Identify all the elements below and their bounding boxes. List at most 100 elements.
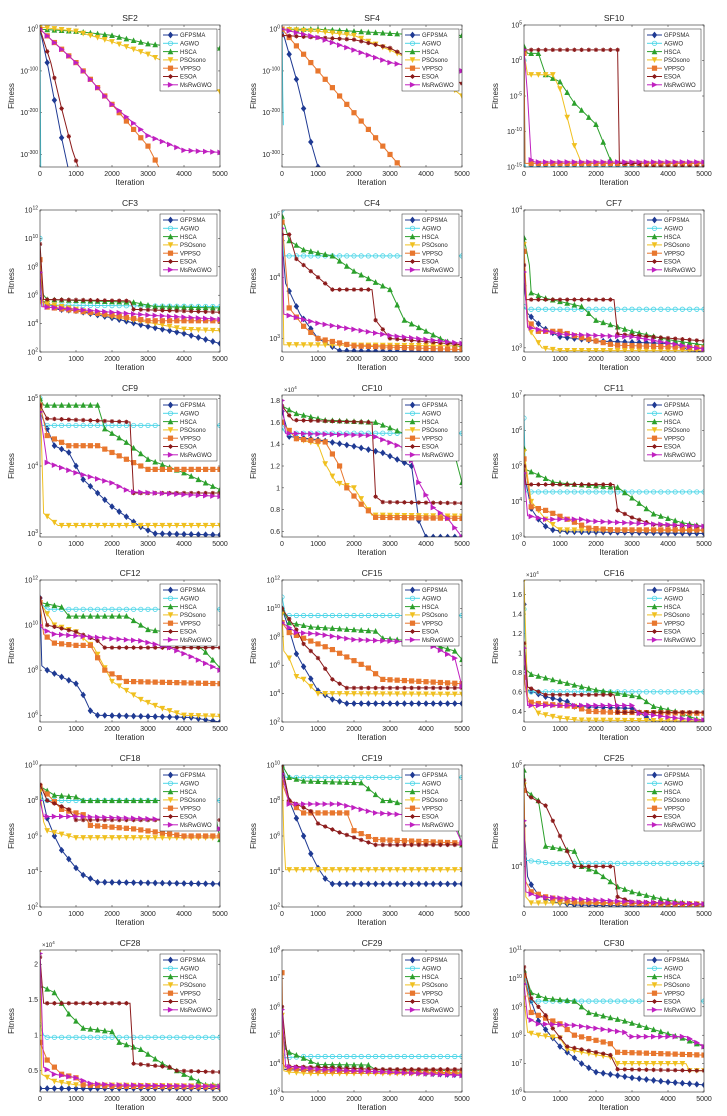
legend-label: HSCA [180, 605, 197, 611]
data-point-vppso [102, 667, 108, 673]
data-point-hsca [636, 693, 643, 700]
legend-label: PSOsono [664, 58, 690, 64]
data-point-msrwgwo [394, 638, 401, 645]
data-point-msrwgwo [524, 48, 528, 52]
data-point-esoa [687, 337, 692, 343]
legend-marker [167, 982, 174, 988]
data-point-psosono [58, 26, 65, 33]
data-point-esoa [351, 287, 357, 292]
data-point-psosono [614, 717, 621, 722]
data-point-agwo [600, 998, 606, 1004]
data-point-msrwgwo [687, 159, 693, 165]
data-point-gfpsma [66, 676, 72, 684]
data-point-esoa [315, 821, 321, 826]
data-point-gfpsma [73, 680, 79, 688]
data-point-agwo [102, 606, 108, 612]
data-point-gfpsma [401, 700, 408, 707]
data-point-esoa [337, 830, 342, 835]
legend-label: AGWO [422, 42, 441, 48]
data-point-vppso [600, 340, 606, 346]
data-point-gfpsma [564, 334, 570, 341]
legend-label: GFPSMA [664, 773, 689, 779]
data-point-esoa [117, 419, 122, 424]
data-point-msrwgwo [322, 431, 329, 438]
data-point-gfpsma [550, 526, 556, 534]
data-point-msrwgwo [51, 304, 58, 311]
data-point-vppso [40, 1039, 43, 1045]
data-point-agwo [300, 253, 307, 259]
data-point-msrwgwo [59, 813, 65, 820]
x-axis-label: Iteration [116, 178, 145, 187]
data-point-agwo [286, 1054, 292, 1061]
data-point-esoa [431, 500, 436, 505]
data-point-esoa [579, 47, 584, 53]
data-point-psosono [528, 900, 535, 907]
data-point-msrwgwo [102, 1081, 108, 1088]
data-point-agwo [282, 425, 285, 431]
data-point-hsca [542, 475, 549, 482]
data-point-msrwgwo [365, 328, 372, 335]
data-point-vppso [387, 151, 393, 158]
data-point-esoa [438, 500, 443, 506]
data-point-esoa [66, 417, 71, 422]
data-point-msrwgwo [394, 442, 401, 449]
data-point-esoa [344, 685, 349, 691]
data-point-agwo [686, 306, 693, 312]
data-point-vppso [651, 1050, 657, 1057]
data-point-hsca [209, 483, 216, 489]
x-axis-label: Iteration [358, 1103, 387, 1112]
x-tick-label: 0 [522, 541, 526, 548]
data-point-psosono [437, 691, 444, 698]
data-point-msrwgwo [557, 702, 564, 709]
data-point-hsca [665, 515, 671, 521]
data-point-psosono [379, 691, 386, 698]
legend-label: PSOsono [422, 613, 448, 619]
data-point-vppso [66, 642, 72, 648]
series-line-psosono [282, 765, 462, 871]
legend-label: HSCA [180, 790, 197, 796]
data-point-gfpsma [372, 447, 379, 455]
data-point-msrwgwo [80, 1077, 87, 1084]
series-group [282, 398, 462, 537]
data-point-gfpsma [329, 695, 336, 703]
data-point-msrwgwo [579, 332, 585, 338]
data-point-esoa [124, 645, 129, 650]
data-point-gfpsma [365, 347, 372, 352]
data-point-msrwgwo [629, 520, 636, 526]
data-point-esoa [687, 1068, 692, 1073]
data-point-agwo [394, 253, 400, 259]
y-axis-label: Fitness [491, 1008, 500, 1034]
data-point-psosono [415, 867, 422, 873]
data-point-psosono [286, 342, 293, 348]
data-point-hsca [358, 28, 365, 35]
data-point-esoa [565, 692, 570, 697]
data-point-hsca [94, 797, 101, 804]
data-point-esoa [167, 1064, 172, 1070]
legend-marker [651, 216, 658, 224]
data-point-agwo [123, 1034, 130, 1040]
legend-marker [651, 620, 658, 626]
legend-label: AGWO [664, 782, 683, 788]
data-point-gfpsma [387, 452, 393, 460]
data-point-gfpsma [58, 846, 65, 854]
data-point-gfpsma [459, 700, 462, 707]
data-point-esoa [59, 1001, 64, 1006]
data-point-psosono [365, 691, 372, 697]
data-point-esoa [543, 692, 548, 697]
data-point-psosono [209, 327, 216, 334]
data-point-hsca [636, 890, 643, 897]
data-point-vppso [217, 681, 220, 687]
y-axis-label: Fitness [249, 268, 258, 294]
y-tick-label: 108 [269, 796, 280, 805]
data-point-msrwgwo [679, 715, 686, 722]
chart-title: CF29 [362, 938, 383, 948]
data-point-esoa [366, 40, 371, 46]
data-point-psosono [401, 867, 408, 873]
data-point-msrwgwo [636, 159, 643, 165]
data-point-esoa [586, 47, 591, 53]
data-point-agwo [138, 1034, 144, 1040]
data-point-vppso [210, 466, 216, 472]
